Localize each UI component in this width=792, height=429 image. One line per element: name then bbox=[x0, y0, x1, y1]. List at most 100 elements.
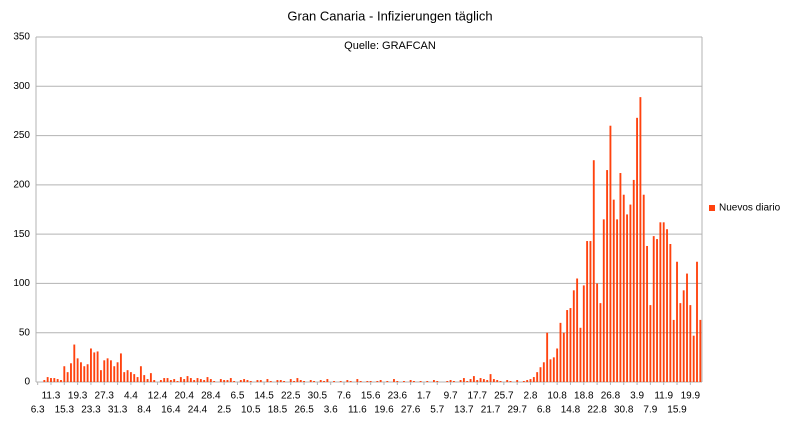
bar bbox=[259, 380, 262, 382]
bar bbox=[183, 379, 186, 382]
x-tick-label: 22.8 bbox=[587, 405, 607, 416]
legend-label: Nuevos diario bbox=[719, 203, 781, 214]
bar bbox=[339, 381, 342, 382]
bar bbox=[549, 359, 552, 382]
x-tick-label: 25.7 bbox=[494, 391, 514, 402]
bar bbox=[393, 379, 395, 382]
x-tick-label: 27.3 bbox=[95, 391, 115, 402]
bar bbox=[243, 379, 246, 382]
x-tick-label: 8.4 bbox=[137, 405, 151, 416]
x-tick-label: 4.4 bbox=[124, 391, 138, 402]
x-tick-label: 15.9 bbox=[667, 405, 687, 416]
bar bbox=[606, 170, 609, 382]
bar bbox=[622, 194, 625, 382]
bar bbox=[649, 305, 652, 382]
chart-subtitle: Quelle: GRAFCAN bbox=[344, 40, 436, 52]
legend-swatch bbox=[709, 205, 715, 211]
bar bbox=[66, 372, 69, 382]
x-tick-label: 27.6 bbox=[401, 405, 421, 416]
bar bbox=[189, 378, 192, 382]
bar bbox=[409, 380, 412, 382]
bar bbox=[239, 380, 242, 382]
bar bbox=[133, 374, 136, 382]
x-tick-label: 2.8 bbox=[524, 391, 538, 402]
bar bbox=[403, 381, 405, 382]
bar bbox=[446, 381, 449, 382]
bar bbox=[86, 364, 89, 382]
bar bbox=[472, 376, 475, 382]
bar bbox=[296, 378, 299, 382]
bar bbox=[616, 219, 619, 382]
x-tick-label: 12.4 bbox=[148, 391, 168, 402]
bar bbox=[106, 358, 109, 382]
y-tick-label: 50 bbox=[19, 327, 31, 338]
x-tick-label: 26.8 bbox=[601, 391, 621, 402]
bar bbox=[139, 366, 142, 382]
bar bbox=[119, 353, 122, 382]
bar bbox=[366, 381, 369, 382]
bar bbox=[509, 381, 512, 382]
bar bbox=[123, 372, 126, 382]
bar bbox=[676, 261, 678, 382]
chart-title: Gran Canaria - Infizierungen täglich bbox=[287, 8, 492, 23]
bar bbox=[386, 381, 389, 382]
bar bbox=[163, 378, 166, 382]
x-tick-label: 21.7 bbox=[481, 405, 501, 416]
x-tick-label: 1.7 bbox=[417, 391, 431, 402]
bar bbox=[349, 381, 352, 382]
bar bbox=[646, 245, 648, 382]
bar bbox=[299, 380, 302, 382]
bar bbox=[639, 97, 642, 382]
x-tick-label: 11.3 bbox=[42, 391, 61, 402]
x-tick-label: 2.5 bbox=[217, 405, 231, 416]
bar bbox=[652, 236, 655, 382]
x-tick-label: 26.5 bbox=[294, 405, 314, 416]
x-tick-label: 16.4 bbox=[161, 405, 181, 416]
bar bbox=[629, 204, 632, 382]
bar bbox=[96, 351, 99, 382]
x-tick-label: 24.4 bbox=[188, 405, 208, 416]
bar bbox=[682, 290, 685, 382]
bar bbox=[696, 261, 698, 382]
bar bbox=[346, 380, 349, 382]
bar bbox=[269, 381, 272, 382]
bar bbox=[369, 381, 372, 382]
bar bbox=[516, 380, 519, 382]
bar bbox=[546, 332, 549, 382]
x-tick-label: 10.5 bbox=[241, 405, 261, 416]
x-tick-label: 31.3 bbox=[108, 405, 128, 416]
bar bbox=[153, 380, 156, 382]
bar bbox=[589, 241, 592, 382]
bar bbox=[426, 381, 429, 382]
bar bbox=[333, 381, 335, 382]
bar bbox=[492, 379, 495, 382]
x-tick-label: 19.6 bbox=[374, 405, 394, 416]
bar bbox=[206, 377, 209, 382]
bar bbox=[522, 381, 525, 382]
bar bbox=[83, 366, 86, 382]
y-tick-label: 200 bbox=[13, 179, 30, 190]
bar bbox=[313, 381, 315, 382]
bar bbox=[592, 160, 595, 382]
bar bbox=[266, 379, 269, 382]
bar bbox=[466, 381, 469, 382]
bar bbox=[186, 376, 189, 382]
bar bbox=[229, 378, 232, 382]
bar bbox=[579, 327, 582, 382]
bar bbox=[419, 381, 422, 382]
x-tick-label: 11.9 bbox=[654, 391, 673, 402]
bar bbox=[149, 373, 152, 382]
bar bbox=[100, 370, 102, 382]
bar bbox=[539, 367, 542, 382]
x-tick-label: 15.3 bbox=[55, 405, 75, 416]
y-tick-label: 350 bbox=[13, 32, 30, 43]
bar bbox=[303, 381, 305, 382]
x-tick-label: 19.3 bbox=[68, 391, 88, 402]
bar bbox=[396, 381, 399, 382]
x-tick-label: 7.6 bbox=[337, 391, 351, 402]
bar bbox=[63, 366, 66, 382]
x-tick-label: 11.6 bbox=[348, 405, 367, 416]
x-tick-label: 9.7 bbox=[444, 391, 458, 402]
bar bbox=[166, 378, 169, 382]
